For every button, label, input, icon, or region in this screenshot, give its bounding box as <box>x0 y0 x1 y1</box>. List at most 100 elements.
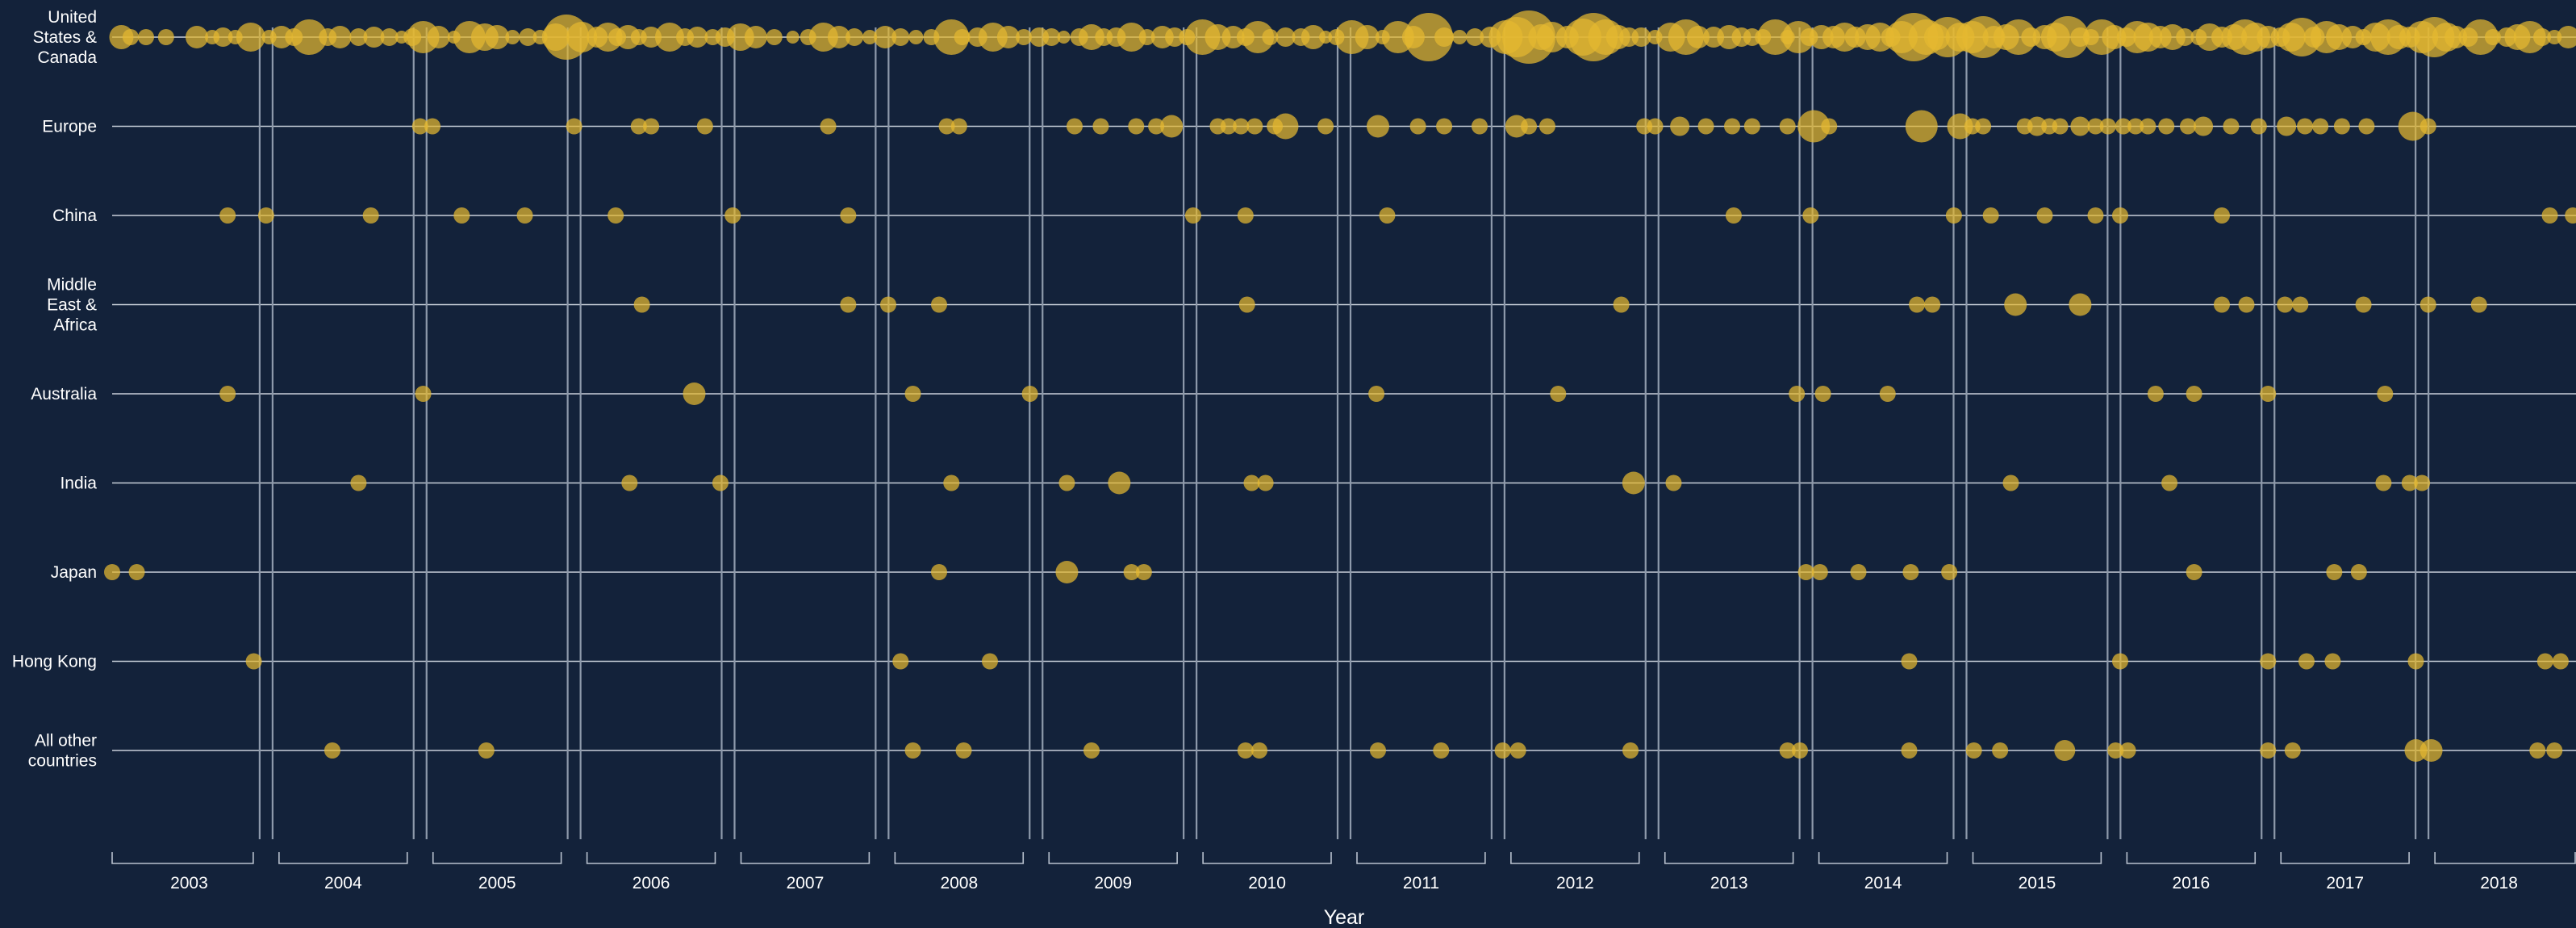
x-tick-label: 2008 <box>940 874 978 892</box>
data-point <box>213 27 233 47</box>
data-point <box>1466 28 1484 46</box>
data-point <box>2297 118 2314 135</box>
data-point <box>2557 26 2576 48</box>
data-point <box>724 207 741 224</box>
data-point <box>2284 742 2301 759</box>
data-point <box>683 382 706 405</box>
row-label: Australia <box>31 385 97 403</box>
data-point <box>766 29 783 45</box>
data-point <box>930 564 947 580</box>
year-bracket <box>2434 852 2576 864</box>
data-point <box>845 28 864 46</box>
data-point <box>2326 564 2343 580</box>
data-point <box>2401 474 2418 491</box>
year-bracket <box>432 852 562 864</box>
year-bracket <box>1510 852 1640 864</box>
data-point <box>2407 653 2424 670</box>
data-point <box>2087 207 2104 224</box>
data-point <box>996 26 1020 48</box>
data-point <box>324 742 340 759</box>
data-point <box>2140 118 2156 135</box>
data-point <box>2292 296 2309 313</box>
data-point <box>2350 564 2367 580</box>
data-point <box>2186 564 2202 580</box>
data-point <box>2099 118 2116 135</box>
data-point <box>1539 118 1555 135</box>
data-point <box>157 29 174 45</box>
data-point <box>1697 118 1714 135</box>
x-tick-label: 2015 <box>2019 874 2056 892</box>
row-label: India <box>60 474 97 493</box>
data-point <box>1237 742 1254 759</box>
data-point <box>1160 115 1184 138</box>
data-point <box>1092 118 1109 135</box>
data-point <box>2470 296 2487 313</box>
data-point <box>1814 386 1831 402</box>
data-point <box>1797 564 1814 580</box>
data-point <box>1021 386 1038 402</box>
data-point <box>2027 116 2047 136</box>
data-point <box>1647 118 1664 135</box>
data-point <box>1797 110 1831 143</box>
data-point <box>1743 118 1760 135</box>
data-point <box>1057 31 1071 44</box>
x-tick-label: 2004 <box>324 874 362 892</box>
row-label: Hong Kong <box>12 653 97 671</box>
data-point <box>1128 118 1145 135</box>
data-point <box>1947 113 1973 140</box>
data-point <box>2119 742 2136 759</box>
data-point <box>2333 118 2350 135</box>
data-point <box>122 29 139 45</box>
x-tick-label: 2010 <box>1248 874 1286 892</box>
data-point <box>2298 653 2315 670</box>
data-point <box>1631 27 1651 47</box>
data-point <box>1238 296 1255 313</box>
data-point <box>1257 474 1274 491</box>
x-tick-label: 2012 <box>1556 874 1594 892</box>
data-point <box>2112 207 2129 224</box>
data-point <box>2052 118 2069 135</box>
data-point <box>1879 386 1896 402</box>
data-point <box>2419 118 2436 135</box>
data-point <box>621 474 638 491</box>
data-point <box>1262 29 1279 45</box>
data-point <box>2004 293 2027 316</box>
data-point <box>1665 474 1682 491</box>
data-point <box>257 207 274 224</box>
data-point <box>2158 118 2175 135</box>
data-point <box>1246 118 1263 135</box>
row-label: Middle East & Africa <box>47 276 97 335</box>
data-point <box>1670 116 1690 136</box>
x-axis-title: Year <box>1324 906 1365 928</box>
data-point <box>712 474 729 491</box>
data-point <box>1509 742 1526 759</box>
data-point <box>633 296 650 313</box>
x-tick-label: 2014 <box>1864 874 1902 892</box>
data-point <box>874 26 897 48</box>
data-point <box>1083 742 1100 759</box>
data-point <box>891 28 910 46</box>
data-point <box>2277 116 2297 136</box>
data-point <box>2161 474 2178 491</box>
data-point <box>696 118 713 135</box>
data-point <box>245 653 262 670</box>
x-tick-label: 2007 <box>787 874 825 892</box>
data-point <box>1237 207 1254 224</box>
data-point <box>1138 29 1155 45</box>
data-point <box>236 23 265 52</box>
data-point <box>840 296 857 313</box>
data-point <box>2036 207 2053 224</box>
year-bracket <box>894 852 1025 864</box>
data-point <box>1251 742 1268 759</box>
data-point <box>2047 16 2090 58</box>
year-bracket <box>1048 852 1178 864</box>
data-point <box>185 26 208 48</box>
x-tick-label: 2013 <box>1710 874 1748 892</box>
data-point <box>1366 115 1389 138</box>
data-point <box>1242 21 1275 53</box>
data-point <box>2223 118 2240 135</box>
data-point <box>930 296 947 313</box>
data-point <box>1148 118 1165 135</box>
data-point <box>2533 28 2552 46</box>
data-point <box>1042 28 1061 46</box>
